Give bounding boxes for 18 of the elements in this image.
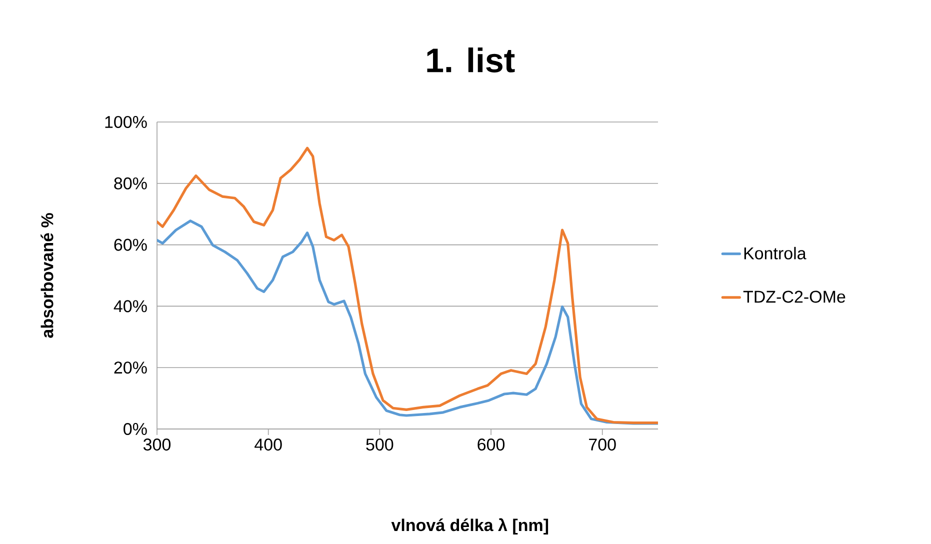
- y-tick-label: 80%: [114, 177, 147, 190]
- y-tick-label: 40%: [114, 300, 147, 312]
- y-tick-label: 20%: [114, 362, 147, 374]
- x-tick-label: 300: [143, 438, 171, 451]
- line-series: [157, 220, 658, 425]
- y-tick-label: 100%: [105, 116, 147, 128]
- x-axis-title: vlnová délka λ [nm]: [391, 518, 548, 535]
- y-axis-title: absorbované %: [40, 213, 54, 338]
- x-tick-label: 700: [589, 438, 616, 451]
- x-tick-label: 600: [478, 438, 505, 451]
- y-tick-label: 60%: [114, 238, 147, 251]
- legend-label: TDZ-C2-OMe: [743, 290, 846, 303]
- chart-title: 1. list: [427, 47, 515, 72]
- legend-label: Kontrola: [744, 246, 806, 260]
- line-series: [157, 146, 658, 424]
- y-tick-label: 0%: [124, 422, 147, 436]
- x-tick-label: 500: [366, 438, 394, 451]
- x-tick-label: 400: [254, 438, 282, 451]
